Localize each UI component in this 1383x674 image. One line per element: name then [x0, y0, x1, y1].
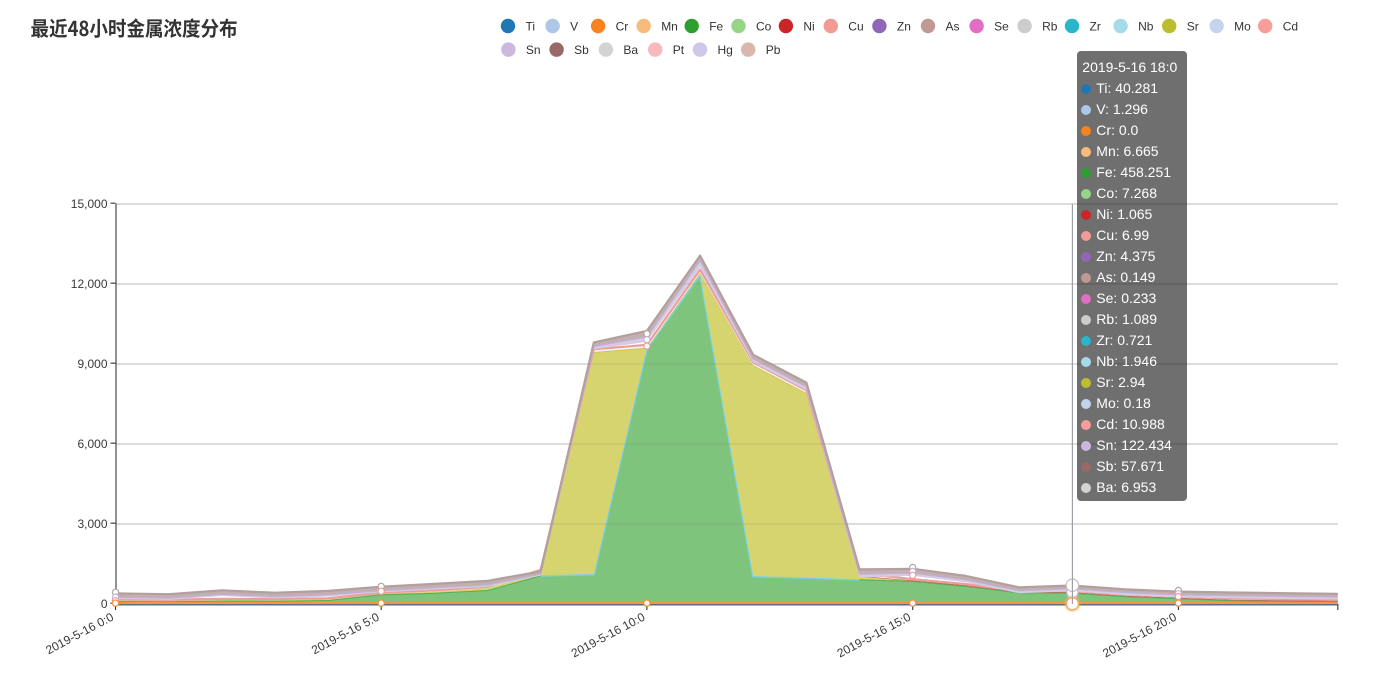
svg-text:Rb: Rb — [1042, 19, 1058, 33]
svg-text:Hg: Hg — [718, 43, 733, 57]
svg-text:Pb: Pb — [766, 43, 781, 57]
svg-text:Ba: Ba — [623, 43, 638, 57]
svg-text:Pt: Pt — [673, 43, 685, 57]
svg-text:As: As — [946, 19, 960, 33]
svg-text:Zr: Zr — [1090, 19, 1101, 33]
svg-text:2019-5-16 0:0: 2019-5-16 0:0 — [43, 610, 116, 658]
svg-text:0: 0 — [101, 597, 108, 611]
svg-text:2019-5-16 15:0: 2019-5-16 15:0 — [835, 610, 914, 661]
svg-text:Ni: Ni — [803, 19, 814, 33]
svg-text:Ti: Ti — [526, 19, 536, 33]
svg-text:2019-5-16 20:0: 2019-5-16 20:0 — [1100, 610, 1179, 661]
svg-text:15,000: 15,000 — [71, 197, 108, 211]
svg-text:Se: Se — [994, 19, 1009, 33]
svg-text:12,000: 12,000 — [71, 277, 108, 291]
svg-text:Cr: Cr — [616, 19, 629, 33]
svg-text:Cu: Cu — [848, 19, 863, 33]
svg-text:3,000: 3,000 — [77, 517, 107, 531]
svg-text:Sb: Sb — [574, 43, 589, 57]
svg-text:Cd: Cd — [1283, 19, 1298, 33]
svg-text:Zn: Zn — [897, 19, 911, 33]
svg-text:Co: Co — [756, 19, 772, 33]
svg-text:Nb: Nb — [1138, 19, 1154, 33]
svg-text:Fe: Fe — [709, 19, 723, 33]
svg-text:2019-5-16 10:0: 2019-5-16 10:0 — [569, 610, 648, 661]
svg-text:Sn: Sn — [526, 43, 541, 57]
svg-text:6,000: 6,000 — [77, 437, 107, 451]
svg-text:Mn: Mn — [661, 19, 678, 33]
svg-text:2019-5-16 5:0: 2019-5-16 5:0 — [309, 610, 382, 658]
svg-text:Sr: Sr — [1187, 19, 1199, 33]
svg-text:9,000: 9,000 — [77, 357, 107, 371]
svg-text:V: V — [570, 19, 578, 33]
svg-text:Mo: Mo — [1234, 19, 1251, 33]
